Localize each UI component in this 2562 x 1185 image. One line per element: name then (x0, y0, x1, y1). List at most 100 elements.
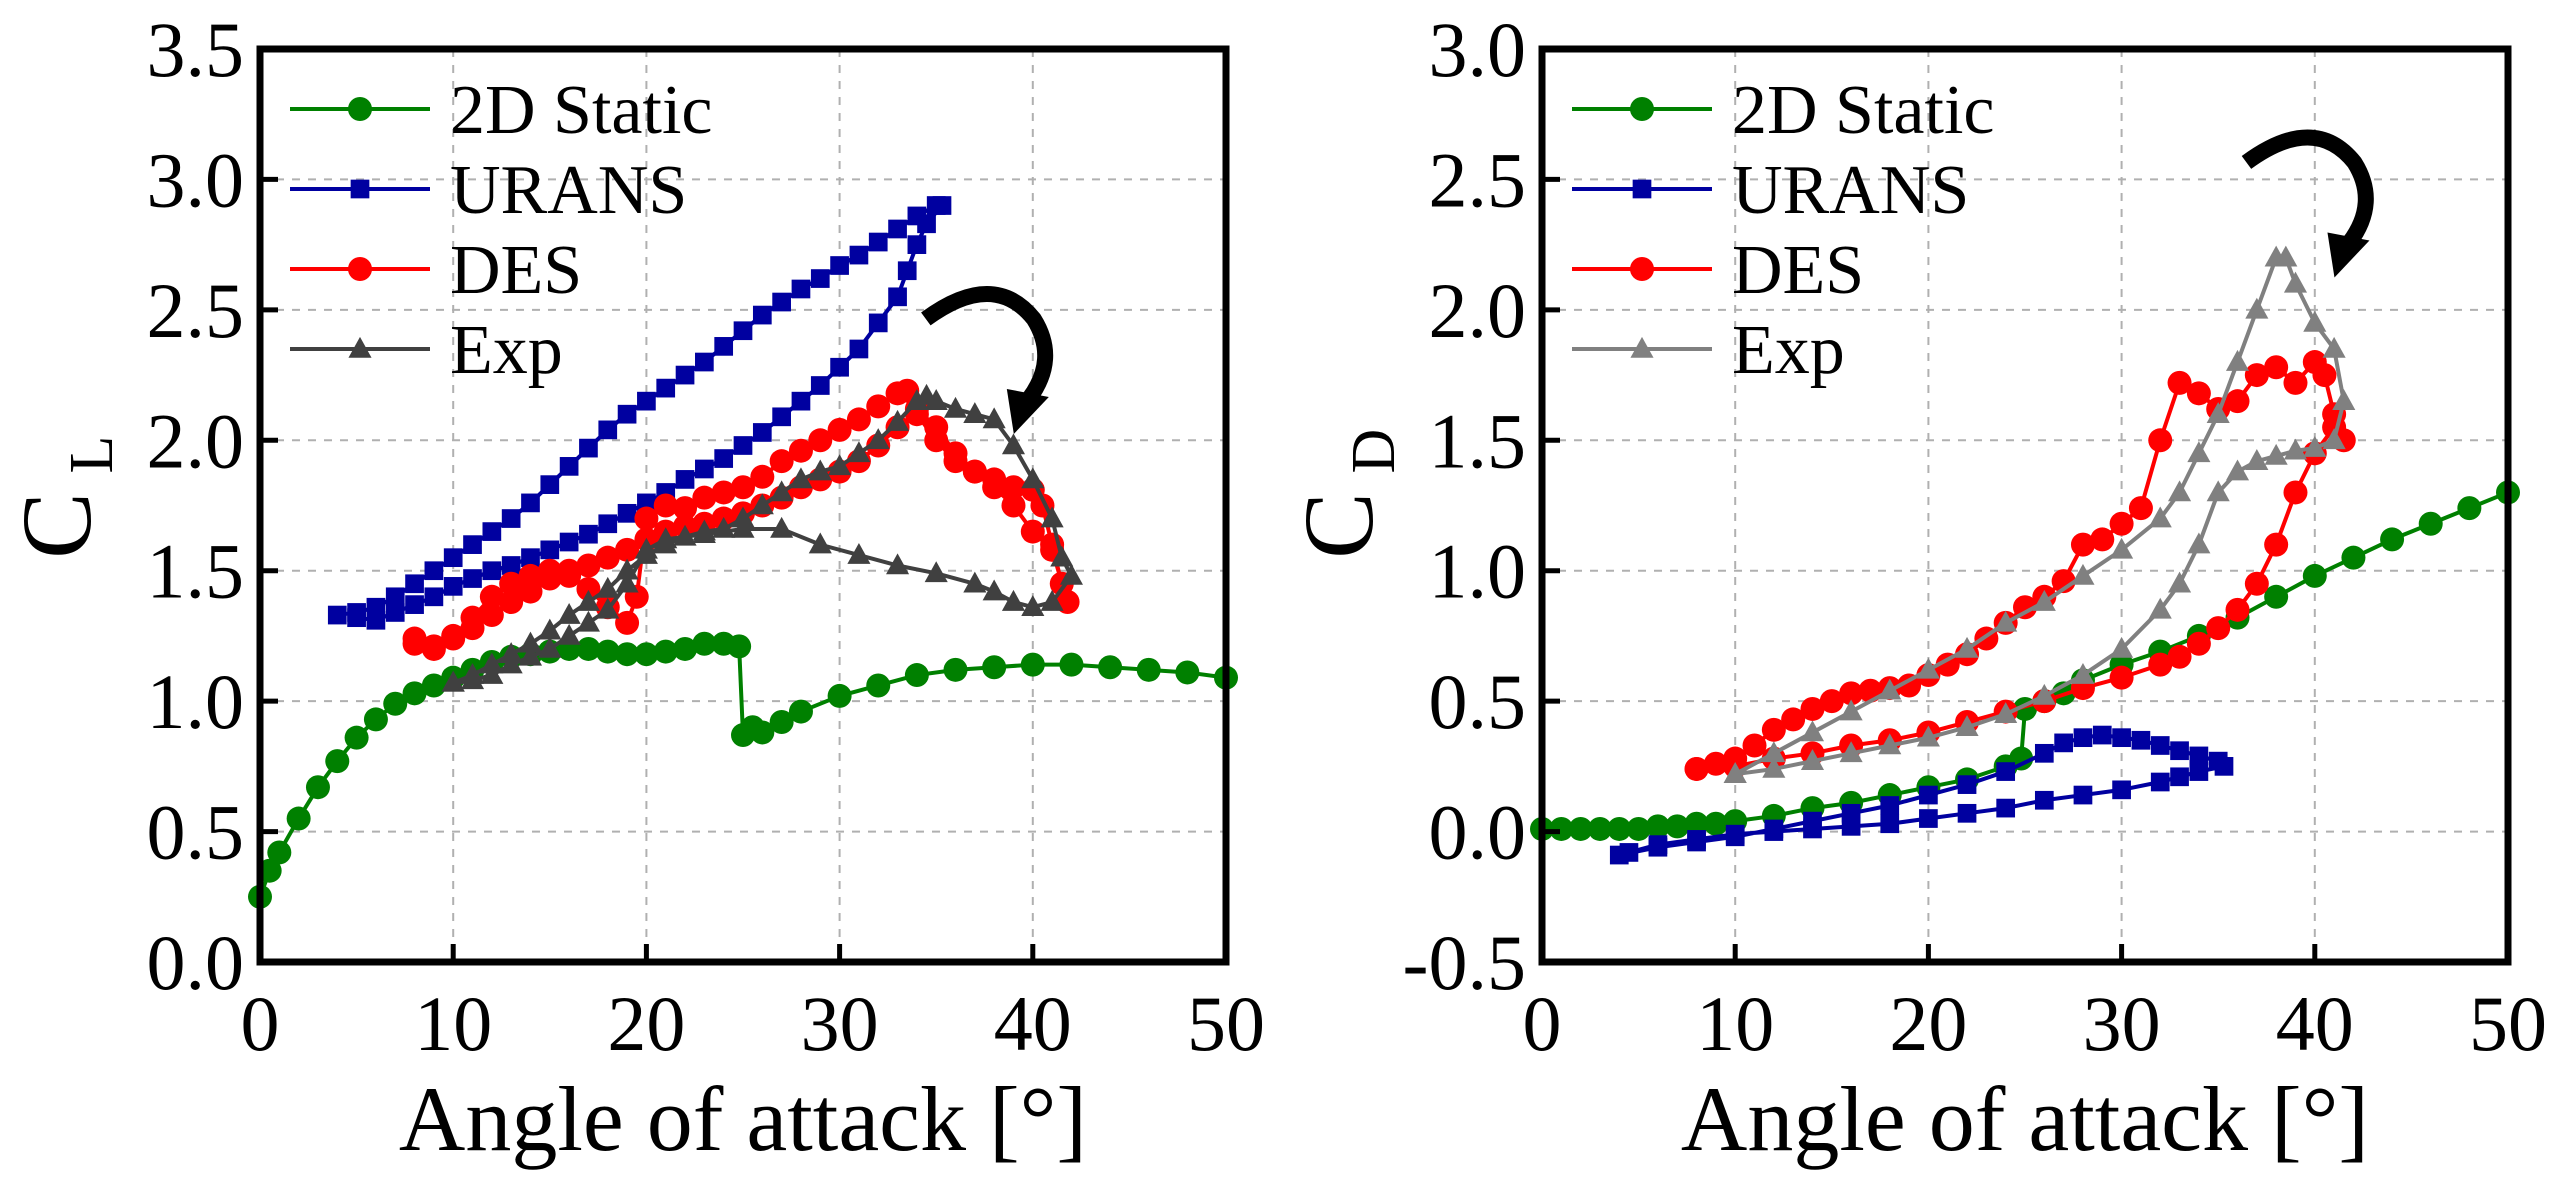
y-tick-label: 2.5 (1429, 136, 1527, 223)
data-point (897, 261, 917, 281)
data-point (634, 506, 659, 531)
data-point (2032, 589, 2056, 611)
y-tick-label: 1.0 (1429, 528, 1527, 615)
data-point (808, 428, 833, 453)
legend-marker (348, 336, 372, 358)
data-point (868, 232, 888, 252)
data-point (924, 389, 948, 410)
data-point (344, 725, 369, 750)
data-point (888, 219, 907, 239)
series-urans (327, 196, 952, 630)
data-point (2112, 728, 2131, 748)
data-point (1878, 678, 1902, 700)
data-point (2167, 370, 2192, 395)
data-point (1919, 785, 1938, 805)
data-point (615, 571, 639, 593)
data-point (1803, 819, 1822, 839)
x-tick-label: 40 (2276, 980, 2354, 1067)
data-point (402, 626, 427, 651)
data-point (576, 610, 600, 632)
chart-lift: 0 10 20 30 40 50 0.0 0.5 1.0 1.5 2.0 2.5 3.0 3.5 Angle… (1, 6, 1265, 1170)
x-tick-label: 10 (414, 980, 492, 1067)
data-point (711, 480, 736, 505)
data-point (537, 566, 562, 591)
data-point (963, 402, 987, 423)
legend-label: URANS (450, 152, 687, 229)
data-point (1684, 756, 1709, 781)
data-point (479, 603, 504, 628)
data-point (615, 558, 639, 580)
data-point (963, 571, 987, 593)
data-point (886, 553, 910, 575)
data-point (1001, 475, 1026, 500)
data-point (917, 214, 936, 234)
data-point (1841, 817, 1861, 836)
data-point (2225, 389, 2250, 414)
y-tick-label: 0.5 (1429, 658, 1527, 745)
data-point (1648, 835, 1668, 854)
data-point (1626, 816, 1651, 841)
data-point (943, 657, 968, 682)
data-point (2189, 746, 2209, 766)
data-point (847, 542, 871, 564)
data-point (480, 662, 504, 684)
data-point (1020, 519, 1045, 544)
data-point (1568, 816, 1593, 841)
data-point (1136, 657, 1161, 682)
data-point (2303, 436, 2327, 457)
data-point (424, 587, 444, 607)
data-point (1665, 814, 1690, 839)
data-point (1781, 707, 1806, 732)
data-point (772, 407, 791, 427)
data-point (2418, 511, 2443, 536)
data-point (615, 642, 640, 667)
data-point (2225, 597, 2250, 622)
data-point (907, 235, 927, 254)
data-point (653, 639, 678, 664)
y-axis-label: CD (1283, 429, 1408, 559)
y-axis-label: CL (1, 436, 126, 559)
data-point (770, 516, 794, 538)
data-point (2148, 652, 2173, 677)
data-point (752, 423, 772, 442)
x-tick-label: 0 (241, 980, 280, 1067)
data-point (518, 579, 543, 604)
data-point (827, 683, 852, 708)
data-point (598, 514, 618, 534)
data-point (2244, 571, 2269, 596)
data-point (1919, 809, 1938, 828)
data-point (615, 537, 640, 562)
data-point (2274, 245, 2298, 267)
legend-label: DES (1732, 232, 1864, 309)
y-tick-label: 2.5 (147, 267, 245, 354)
data-point (656, 378, 676, 398)
data-point (791, 279, 811, 299)
data-point (2150, 736, 2170, 755)
series-exp (1723, 245, 2356, 783)
data-point (2186, 631, 2211, 656)
data-point (595, 639, 620, 664)
data-point (2034, 790, 2054, 810)
data-point (1955, 636, 1979, 658)
data-point (788, 438, 813, 463)
data-point (596, 597, 620, 619)
data-point (888, 287, 907, 307)
data-point (2109, 665, 2134, 690)
data-point (886, 409, 910, 431)
data-point (788, 699, 813, 724)
data-point (2150, 772, 2170, 792)
data-point (2322, 428, 2346, 450)
legend-item: DES (1572, 232, 1864, 309)
legend-item: URANS (290, 152, 687, 229)
data-point (2073, 728, 2093, 748)
data-point (1725, 824, 1745, 844)
data-point (2128, 496, 2153, 521)
data-point (731, 475, 755, 500)
legend-marker (1630, 97, 1654, 121)
data-point (1050, 545, 1074, 567)
data-point (2070, 532, 2095, 557)
data-point (2264, 584, 2289, 609)
data-point (846, 407, 871, 432)
data-point (673, 524, 697, 546)
